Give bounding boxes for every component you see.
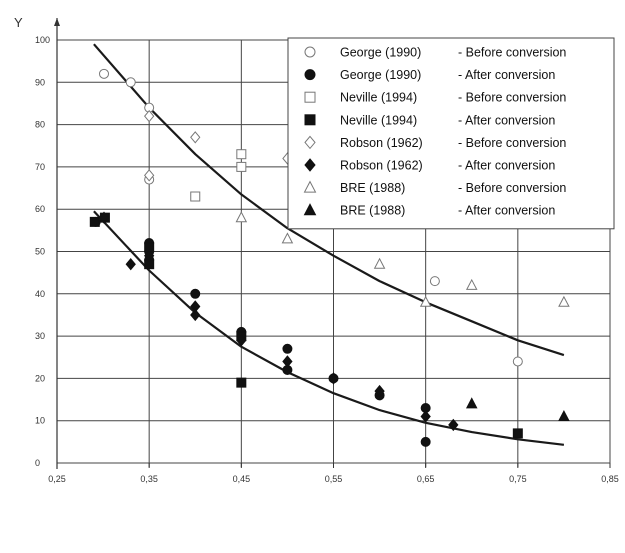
x-tick-label: 0,85 <box>601 474 619 484</box>
y-axis-arrow <box>54 18 60 26</box>
legend-series-suffix: - After conversion <box>458 159 555 173</box>
data-point <box>282 355 293 368</box>
x-tick-label: 0,35 <box>140 474 158 484</box>
x-tick-label: 0,75 <box>509 474 527 484</box>
data-point <box>236 149 247 160</box>
legend-marker <box>303 203 317 216</box>
data-point <box>465 278 478 290</box>
y-tick-label: 90 <box>35 77 45 87</box>
data-point <box>448 418 459 432</box>
legend-series-suffix: - Before conversion <box>458 91 566 105</box>
data-point <box>144 249 155 262</box>
data-point <box>190 308 201 322</box>
data-point <box>282 343 293 354</box>
data-point <box>558 409 570 422</box>
legend-series-name: George (1990) <box>340 68 421 82</box>
data-point <box>558 295 570 307</box>
y-tick-label: 30 <box>35 331 45 341</box>
data-point <box>125 258 136 271</box>
x-tick-label: 0,45 <box>233 474 251 484</box>
legend-box <box>287 37 615 230</box>
data-point <box>236 334 247 347</box>
y-tick-labels: 0 10 20 30 40 50 60 70 80 90 100 <box>35 35 50 468</box>
data-point <box>144 109 155 123</box>
x-tick-labels: 0,25 0,35 0,45 0,55 0,65 0,75 0,85 <box>48 474 619 484</box>
legend-series-name: BRE (1988) <box>340 181 405 195</box>
y-tick-label: 20 <box>35 373 45 383</box>
legend-series-suffix: - After conversion <box>458 204 555 218</box>
y-tick-label: 0 <box>35 458 40 468</box>
legend-series-suffix: - Before conversion <box>458 46 566 60</box>
y-tick-label: 70 <box>35 162 45 172</box>
data-point <box>125 77 136 88</box>
data-point <box>99 68 110 79</box>
legend-marker <box>304 158 316 172</box>
data-point <box>236 161 247 172</box>
x-tick-label: 0,25 <box>48 474 66 484</box>
data-point <box>419 295 432 307</box>
data-point <box>420 436 431 447</box>
legend-marker <box>304 91 316 103</box>
legend-series-name: George (1990) <box>340 46 421 60</box>
y-axis-label: Y <box>14 15 23 30</box>
x-tick-label: 0,65 <box>417 474 435 484</box>
data-point <box>429 276 440 287</box>
fit-curve <box>93 210 565 446</box>
legend-marker <box>304 135 316 150</box>
y-tick-label: 50 <box>35 247 45 257</box>
data-point <box>465 397 478 409</box>
y-tick-label: 80 <box>35 120 45 130</box>
legend-marker <box>304 69 316 81</box>
y-tick-label: 60 <box>35 204 45 214</box>
data-point <box>281 232 294 244</box>
legend-series-suffix: - After conversion <box>458 113 555 127</box>
legend-series-suffix: - Before conversion <box>458 136 566 150</box>
legend-series-suffix: - Before conversion <box>458 181 566 195</box>
x-tick-label: 0,55 <box>325 474 343 484</box>
data-point <box>236 377 247 388</box>
legend-marker <box>304 46 316 58</box>
y-tick-label: 10 <box>35 416 45 426</box>
data-point <box>420 410 431 423</box>
data-point <box>98 211 110 224</box>
fit-curves <box>93 43 565 446</box>
y-tick-label: 40 <box>35 289 45 299</box>
legend-marker <box>304 114 316 126</box>
data-point <box>190 288 201 299</box>
data-point <box>144 169 155 182</box>
legend-series-name: Robson (1962) <box>340 159 423 173</box>
legend: George (1990) - Before conversion George (… <box>287 37 615 230</box>
data-point <box>235 211 248 223</box>
data-point <box>512 356 523 367</box>
legend-series-name: Neville (1994) <box>340 91 417 105</box>
data-point <box>373 257 386 269</box>
y-tick-label: 100 <box>35 35 50 45</box>
data-point <box>89 216 100 227</box>
data-point <box>512 428 523 439</box>
legend-series-name: Neville (1994) <box>340 113 417 127</box>
data-points <box>89 68 570 447</box>
fit-curve <box>93 43 565 357</box>
data-point <box>190 191 201 202</box>
legend-series-name: BRE (1988) <box>340 204 405 218</box>
data-point <box>374 384 385 398</box>
data-point <box>190 131 201 144</box>
legend-series-suffix: - After conversion <box>458 68 555 82</box>
data-point <box>328 372 339 385</box>
legend-marker <box>303 180 317 193</box>
legend-series-name: Robson (1962) <box>340 136 423 150</box>
